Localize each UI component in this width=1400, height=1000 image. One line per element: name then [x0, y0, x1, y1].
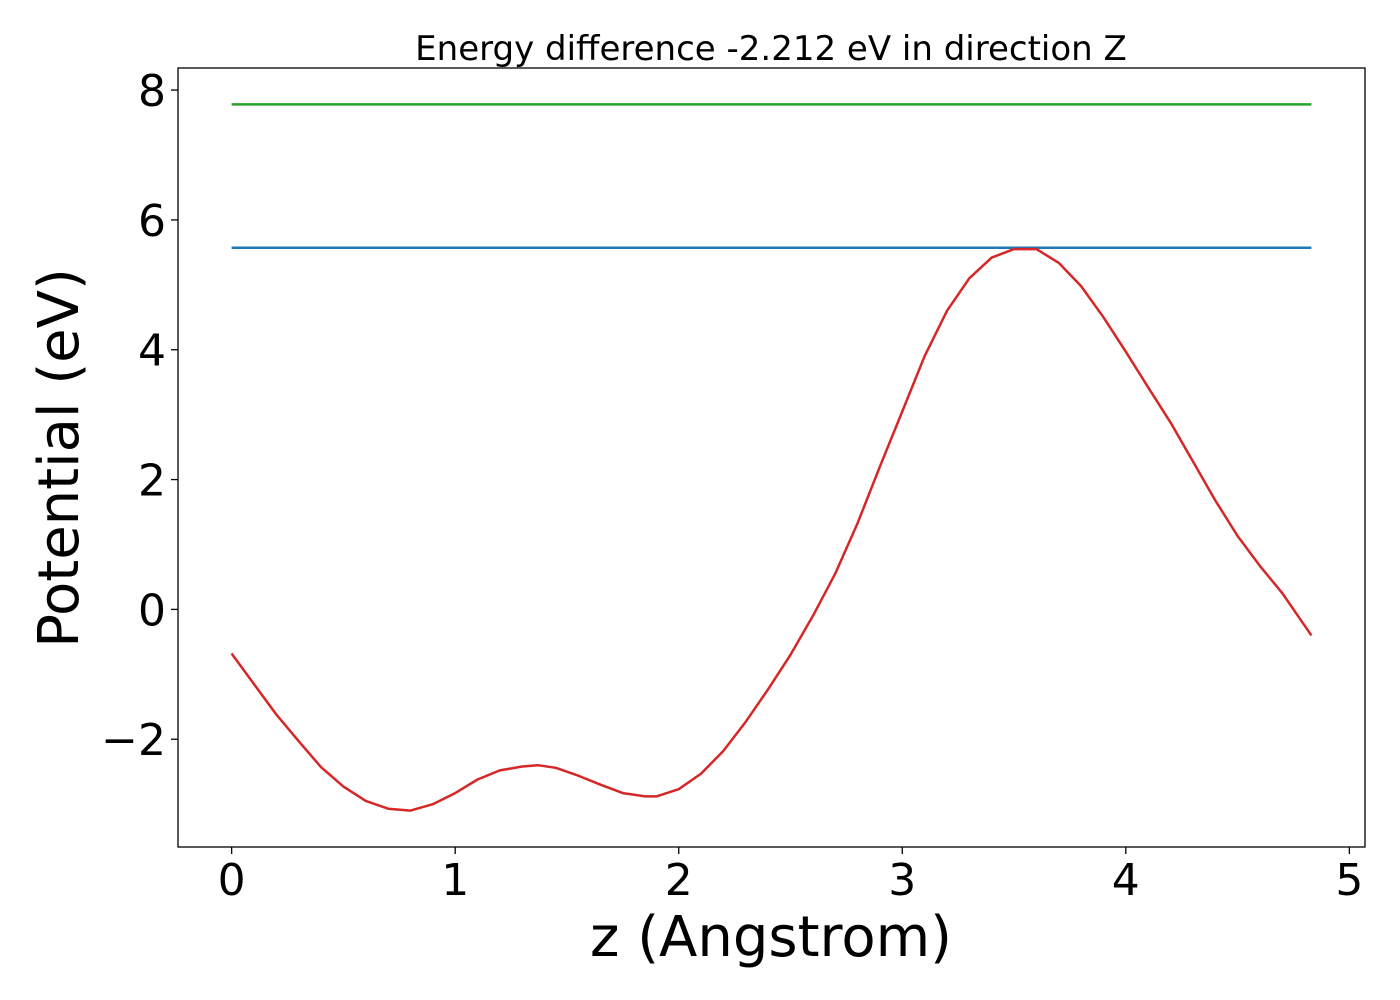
series-layer — [230, 103, 1313, 812]
y-tick-label: 6 — [138, 196, 166, 247]
x-tick-label: 1 — [441, 855, 469, 906]
y-tick-label: 0 — [138, 585, 166, 636]
y-tick-label: −2 — [101, 715, 166, 766]
x-tick-label: 2 — [665, 855, 693, 906]
y-tick-label: 2 — [138, 456, 166, 507]
y-tick-label: 4 — [138, 326, 166, 377]
x-tick-label: 0 — [218, 855, 246, 906]
y-axis-label: Potential (eV) — [27, 268, 92, 648]
chart-title: Energy difference -2.212 eV in direction… — [415, 29, 1127, 69]
y-tick-label: 8 — [138, 66, 166, 117]
plot-background — [178, 68, 1365, 847]
potential-curve — [230, 247, 1313, 812]
x-axis: 0 1 2 3 4 5 — [218, 847, 1363, 906]
x-tick-label: 3 — [888, 855, 916, 906]
x-axis-label: z (Angstrom) — [590, 905, 952, 970]
plot-frame — [177, 67, 1366, 848]
x-tick-label: 4 — [1112, 855, 1140, 906]
y-axis: −2 0 2 4 6 8 — [101, 66, 178, 766]
x-tick-label: 5 — [1335, 855, 1363, 906]
